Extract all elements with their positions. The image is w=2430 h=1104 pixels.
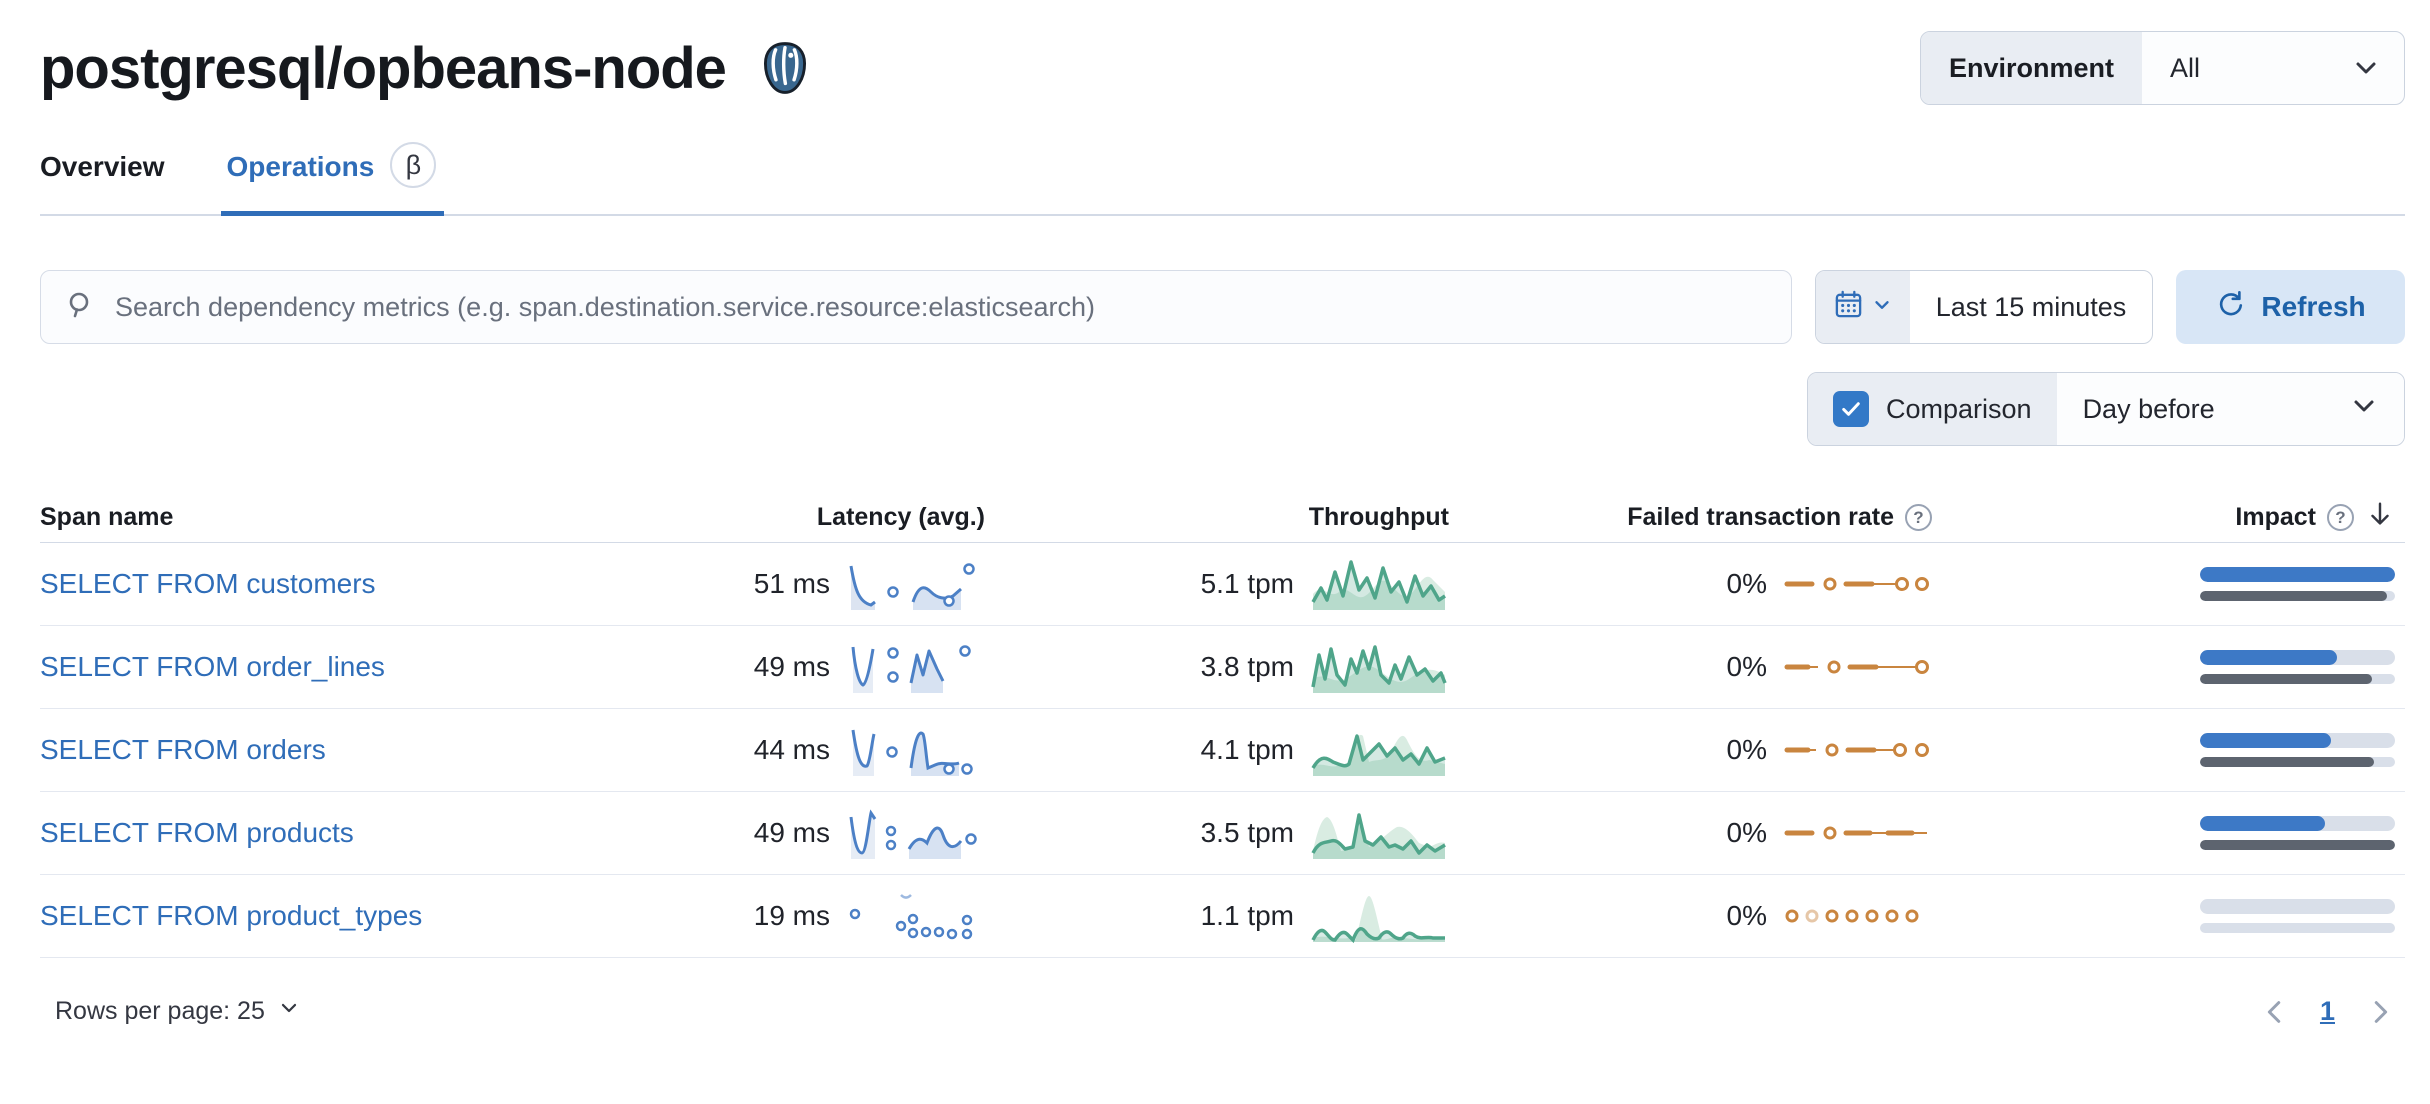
throughput-cell: 5.1 tpm bbox=[985, 552, 1449, 616]
column-header-span-name[interactable]: Span name bbox=[40, 503, 174, 531]
throughput-sparkline bbox=[1311, 896, 1445, 944]
chevron-down-icon bbox=[277, 996, 301, 1027]
comparison-label: Comparison bbox=[1886, 393, 2032, 424]
calendar-icon bbox=[1833, 289, 1864, 325]
failed-rate-cell: 0% bbox=[1449, 568, 1932, 600]
rows-per-page-button[interactable]: Rows per page: 25 bbox=[40, 996, 301, 1027]
page-title: postgresql/opbeans-node bbox=[40, 35, 727, 101]
latency-sparkline bbox=[849, 894, 973, 940]
refresh-icon bbox=[2215, 289, 2245, 326]
tab-bar: Overview Operations β bbox=[40, 142, 2405, 216]
table-body: SELECT FROM customers 51 ms 5.1 tpm bbox=[40, 543, 2405, 958]
latency-cell: 49 ms bbox=[660, 639, 985, 695]
impact-cell bbox=[1932, 567, 2405, 601]
rows-per-page-label: Rows per page: 25 bbox=[55, 997, 265, 1025]
latency-sparkline bbox=[849, 563, 975, 610]
impact-cell bbox=[1932, 816, 2405, 850]
throughput-cell: 4.1 tpm bbox=[985, 718, 1449, 782]
tab-overview[interactable]: Overview bbox=[40, 144, 165, 214]
impact-cell bbox=[1932, 650, 2405, 684]
span-name-link[interactable]: SELECT FROM products bbox=[40, 817, 354, 848]
column-header-throughput[interactable]: Throughput bbox=[1308, 503, 1449, 531]
date-picker-quick-menu[interactable] bbox=[1816, 271, 1910, 343]
throughput-cell: 3.8 tpm bbox=[985, 635, 1449, 699]
chevron-down-icon bbox=[1871, 294, 1893, 321]
latency-sparkline bbox=[849, 809, 977, 859]
help-icon: ? bbox=[1905, 504, 1932, 531]
column-header-latency[interactable]: Latency (avg.) bbox=[816, 503, 985, 531]
failed-rate-cell: 0% bbox=[1449, 900, 1932, 932]
table-row: SELECT FROM orders 44 ms 4.1 tpm bbox=[40, 709, 2405, 792]
throughput-sparkline bbox=[1311, 645, 1447, 693]
time-range-value[interactable]: Last 15 minutes bbox=[1935, 291, 2127, 322]
failed-rate-sparkline bbox=[1784, 743, 1929, 757]
page-header: postgresql/opbeans-node Environment All bbox=[40, 26, 2405, 110]
failed-rate-sparkline bbox=[1784, 577, 1929, 591]
span-name-link[interactable]: SELECT FROM order_lines bbox=[40, 651, 385, 682]
throughput-cell: 3.5 tpm bbox=[985, 801, 1449, 865]
next-page-button[interactable] bbox=[2365, 997, 2395, 1027]
failed-rate-cell: 0% bbox=[1449, 817, 1932, 849]
beta-badge: β bbox=[390, 142, 437, 188]
latency-cell: 19 ms bbox=[660, 888, 985, 944]
controls-row: Last 15 minutes Refresh bbox=[40, 270, 2405, 344]
throughput-sparkline bbox=[1311, 560, 1446, 610]
page-1-button[interactable]: 1 bbox=[2319, 996, 2335, 1026]
comparison-checkbox[interactable]: Comparison bbox=[1808, 373, 2057, 445]
environment-value: All bbox=[2170, 52, 2201, 83]
impact-cell bbox=[1932, 733, 2405, 767]
table-row: SELECT FROM product_types 19 ms bbox=[40, 875, 2405, 958]
failed-rate-cell: 0% bbox=[1449, 651, 1932, 683]
span-name-link[interactable]: SELECT FROM customers bbox=[40, 568, 376, 599]
latency-sparkline bbox=[851, 729, 973, 776]
comparison-select[interactable]: Day before bbox=[2056, 373, 2404, 445]
search-box bbox=[40, 270, 1792, 344]
sort-descending-icon bbox=[2365, 499, 2395, 536]
tab-overview-label: Overview bbox=[40, 151, 165, 182]
environment-label: Environment bbox=[1921, 32, 2143, 104]
failed-rate-sparkline bbox=[1784, 826, 1927, 840]
throughput-sparkline bbox=[1311, 734, 1446, 776]
latency-cell: 49 ms bbox=[660, 805, 985, 861]
chevron-down-icon bbox=[2348, 390, 2380, 429]
throughput-cell: 1.1 tpm bbox=[985, 884, 1449, 948]
table-footer: Rows per page: 25 1 bbox=[40, 996, 2405, 1027]
table-row: SELECT FROM customers 51 ms 5.1 tpm bbox=[40, 543, 2405, 626]
search-input[interactable] bbox=[115, 291, 1767, 323]
date-picker[interactable]: Last 15 minutes bbox=[1815, 270, 2153, 344]
column-header-impact[interactable]: Impact ? bbox=[1932, 499, 2405, 536]
throughput-sparkline bbox=[1311, 813, 1446, 859]
failed-rate-sparkline bbox=[1785, 909, 1919, 923]
comparison-value: Day before bbox=[2082, 393, 2215, 424]
chevron-down-icon bbox=[2350, 32, 2404, 104]
tab-operations-label: Operations bbox=[226, 151, 375, 182]
operations-table: Span name Latency (avg.) Throughput Fail… bbox=[40, 493, 2405, 958]
refresh-label: Refresh bbox=[2261, 291, 2366, 322]
comparison-row: Comparison Day before bbox=[40, 372, 2405, 446]
checkbox-checked-icon bbox=[1833, 391, 1869, 427]
refresh-button[interactable]: Refresh bbox=[2176, 270, 2405, 344]
tab-operations[interactable]: Operations β bbox=[220, 142, 445, 216]
column-header-failed-rate[interactable]: Failed transaction rate ? bbox=[1449, 503, 1932, 532]
span-name-link[interactable]: SELECT FROM orders bbox=[40, 734, 326, 765]
pagination: 1 bbox=[2260, 996, 2405, 1027]
table-row: SELECT FROM order_lines 49 ms 3.8 tpm bbox=[40, 626, 2405, 709]
postgresql-icon bbox=[756, 39, 814, 97]
span-name-link[interactable]: SELECT FROM product_types bbox=[40, 900, 423, 931]
environment-select[interactable]: Environment All bbox=[1920, 31, 2405, 105]
table-row: SELECT FROM products 49 ms 3.5 tpm bbox=[40, 792, 2405, 875]
table-header-row: Span name Latency (avg.) Throughput Fail… bbox=[40, 493, 2405, 543]
search-icon bbox=[65, 289, 97, 326]
previous-page-button[interactable] bbox=[2260, 997, 2290, 1027]
comparison-box: Comparison Day before bbox=[1807, 372, 2405, 446]
impact-cell bbox=[1932, 899, 2405, 933]
failed-rate-sparkline bbox=[1784, 660, 1929, 674]
help-icon: ? bbox=[2327, 504, 2354, 531]
latency-cell: 51 ms bbox=[660, 556, 985, 612]
latency-cell: 44 ms bbox=[660, 722, 985, 778]
latency-sparkline bbox=[851, 645, 971, 693]
failed-rate-cell: 0% bbox=[1449, 734, 1932, 766]
